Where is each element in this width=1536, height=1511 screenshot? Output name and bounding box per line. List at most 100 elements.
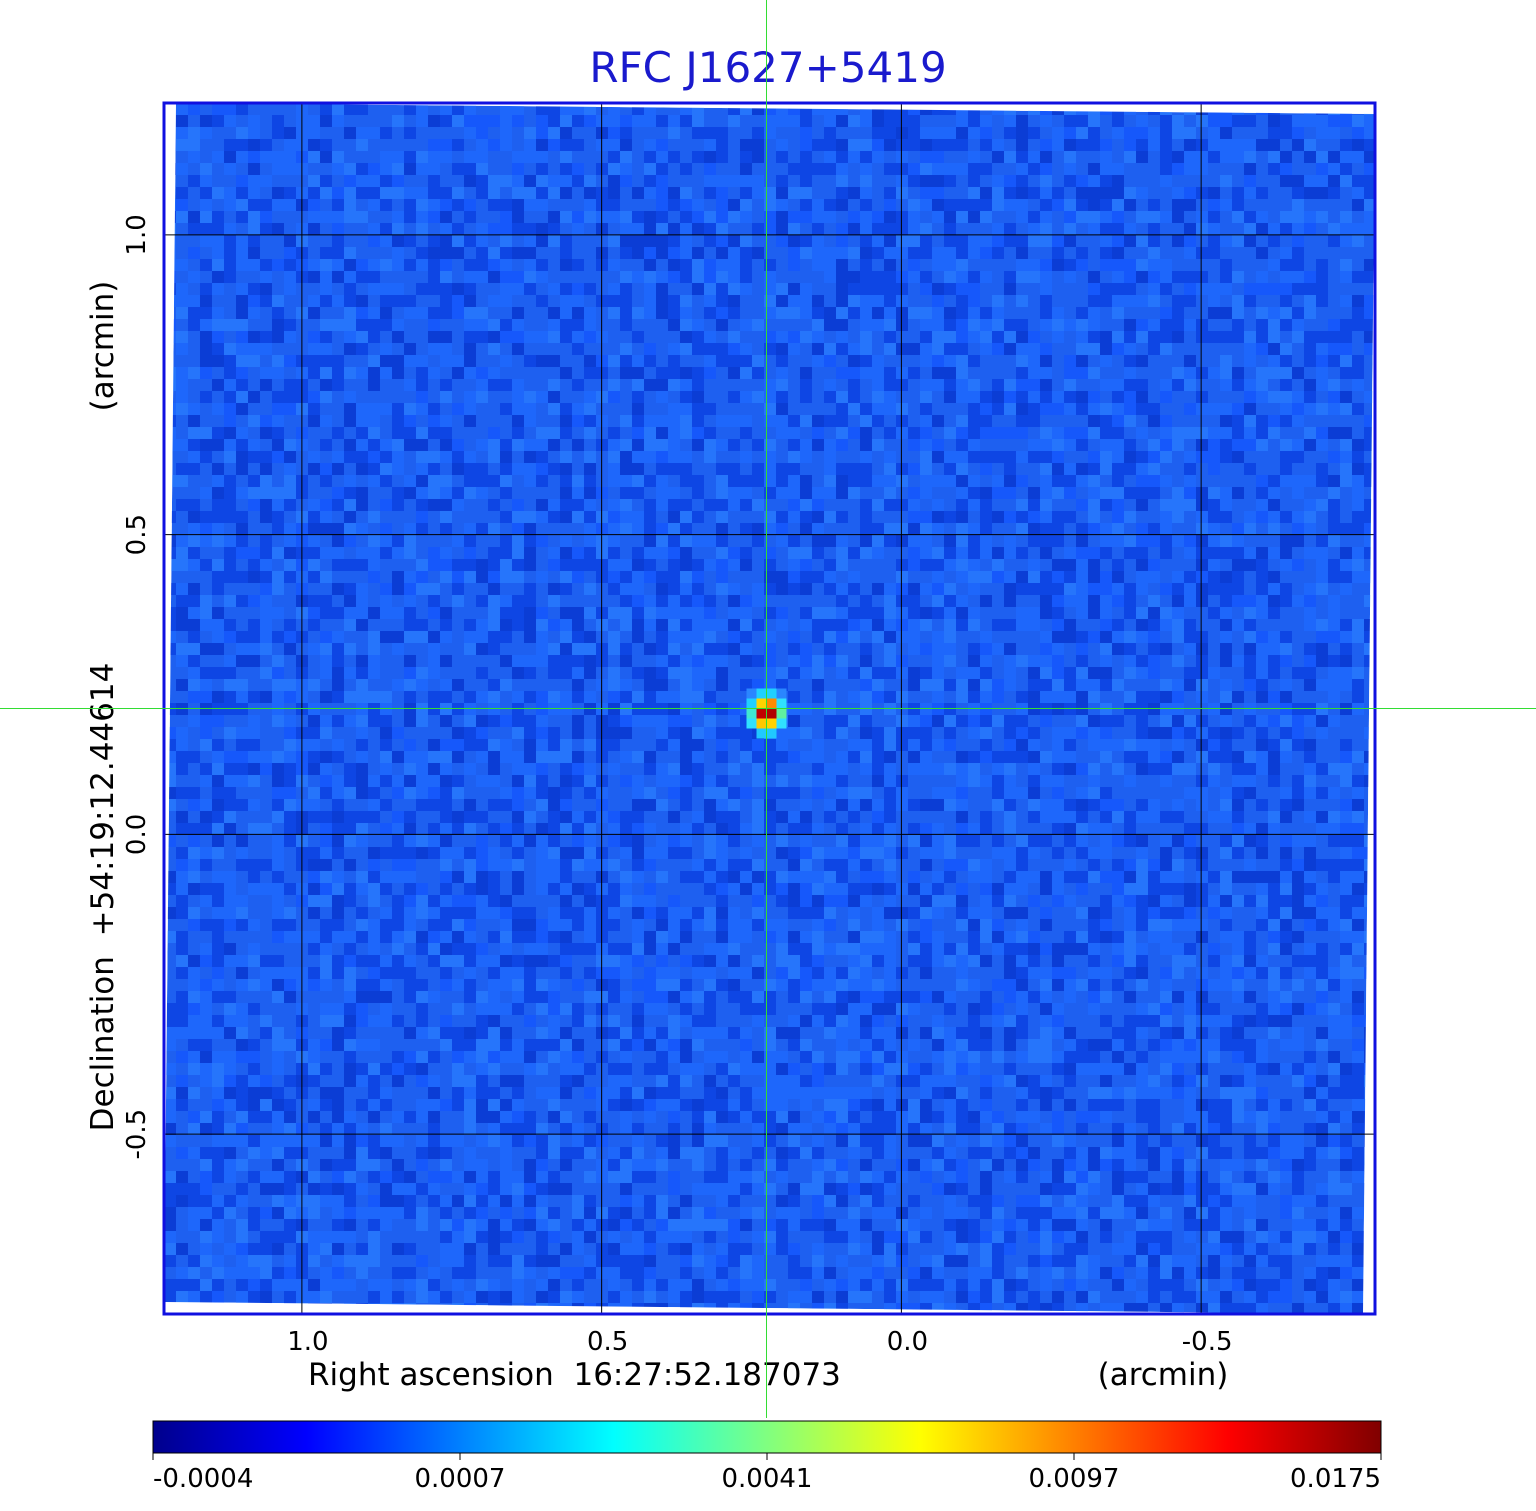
noise-pixel <box>776 427 788 439</box>
noise-pixel <box>1268 139 1280 151</box>
noise-pixel <box>440 427 452 439</box>
noise-pixel <box>1124 343 1136 355</box>
noise-pixel <box>236 451 248 463</box>
noise-pixel <box>356 523 368 535</box>
noise-pixel <box>248 619 260 631</box>
noise-pixel <box>428 151 440 163</box>
noise-pixel <box>1184 403 1196 415</box>
noise-pixel <box>908 343 920 355</box>
noise-pixel <box>1064 175 1076 187</box>
noise-pixel <box>428 499 440 511</box>
noise-pixel <box>392 775 404 787</box>
noise-pixel <box>1304 871 1316 883</box>
noise-pixel <box>176 583 188 595</box>
noise-pixel <box>908 559 920 571</box>
noise-pixel <box>1304 427 1316 439</box>
noise-pixel <box>1064 151 1076 163</box>
noise-pixel <box>404 931 416 943</box>
noise-pixel <box>1112 595 1124 607</box>
noise-pixel <box>1256 139 1268 151</box>
noise-pixel <box>1232 763 1244 775</box>
noise-pixel <box>1292 871 1304 883</box>
noise-pixel <box>212 187 224 199</box>
noise-pixel <box>380 343 392 355</box>
noise-pixel <box>716 559 728 571</box>
noise-pixel <box>1352 451 1364 463</box>
noise-pixel <box>536 871 548 883</box>
noise-pixel <box>776 619 788 631</box>
noise-pixel <box>368 187 380 199</box>
noise-pixel <box>248 763 260 775</box>
noise-pixel <box>1196 139 1208 151</box>
noise-pixel <box>512 871 524 883</box>
noise-pixel <box>476 127 488 139</box>
noise-pixel <box>656 427 668 439</box>
noise-pixel <box>920 307 932 319</box>
noise-pixel <box>1316 475 1328 487</box>
noise-pixel <box>872 319 884 331</box>
noise-pixel <box>1280 883 1292 895</box>
noise-pixel <box>824 763 836 775</box>
noise-pixel <box>188 103 200 115</box>
noise-pixel <box>1004 595 1016 607</box>
noise-pixel <box>1232 271 1244 283</box>
noise-pixel <box>320 511 332 523</box>
noise-pixel <box>560 487 572 499</box>
noise-pixel <box>788 283 800 295</box>
noise-pixel <box>1184 235 1196 247</box>
noise-pixel <box>824 259 836 271</box>
noise-pixel <box>500 859 512 871</box>
noise-pixel <box>560 883 572 895</box>
noise-pixel <box>788 535 800 547</box>
noise-pixel <box>800 151 812 163</box>
noise-pixel <box>320 775 332 787</box>
noise-pixel <box>872 283 884 295</box>
noise-pixel <box>1196 187 1208 199</box>
noise-pixel <box>440 259 452 271</box>
noise-pixel <box>788 295 800 307</box>
noise-pixel <box>788 163 800 175</box>
noise-pixel <box>836 835 848 847</box>
noise-pixel <box>896 571 908 583</box>
noise-pixel <box>860 439 872 451</box>
noise-pixel <box>920 679 932 691</box>
noise-pixel <box>536 931 548 943</box>
noise-pixel <box>668 787 680 799</box>
noise-pixel <box>572 835 584 847</box>
noise-pixel <box>500 475 512 487</box>
noise-pixel <box>896 463 908 475</box>
noise-pixel <box>692 283 704 295</box>
noise-pixel <box>1112 631 1124 643</box>
noise-pixel <box>872 727 884 739</box>
noise-pixel <box>956 115 968 127</box>
noise-pixel <box>572 163 584 175</box>
noise-pixel <box>1040 907 1052 919</box>
noise-pixel <box>1100 631 1112 643</box>
noise-pixel <box>680 871 692 883</box>
noise-pixel <box>308 547 320 559</box>
noise-pixel <box>1016 475 1028 487</box>
noise-pixel <box>728 763 740 775</box>
noise-pixel <box>1100 787 1112 799</box>
noise-pixel <box>1220 199 1232 211</box>
noise-pixel <box>524 139 536 151</box>
noise-pixel <box>1124 511 1136 523</box>
noise-pixel <box>872 271 884 283</box>
noise-pixel <box>908 943 920 955</box>
noise-pixel <box>1352 811 1364 823</box>
noise-pixel <box>1064 835 1076 847</box>
noise-pixel <box>968 691 980 703</box>
noise-pixel <box>464 919 476 931</box>
noise-pixel <box>416 475 428 487</box>
noise-pixel <box>860 835 872 847</box>
noise-pixel <box>1040 811 1052 823</box>
noise-pixel <box>764 919 776 931</box>
noise-pixel <box>632 811 644 823</box>
noise-pixel <box>620 343 632 355</box>
noise-pixel <box>1004 775 1016 787</box>
noise-pixel <box>884 403 896 415</box>
noise-pixel <box>1280 595 1292 607</box>
noise-pixel <box>836 895 848 907</box>
noise-pixel <box>284 247 296 259</box>
noise-pixel <box>1136 487 1148 499</box>
